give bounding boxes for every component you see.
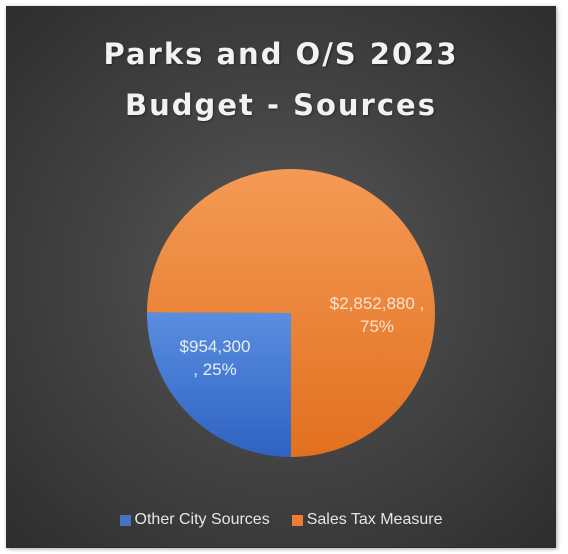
chart-area: Parks and O/S 2023 Budget - Sources $954… [6,6,556,548]
legend-item-other-city-sources: Other City Sources [119,511,270,529]
legend-label-sales-tax-measure: Sales Tax Measure [306,511,443,528]
legend-label-other-city-sources: Other City Sources [134,511,270,528]
legend-item-sales-tax-measure: Sales Tax Measure [291,511,443,529]
data-label-sales-tax-measure: $2,852,880 , 75% [330,294,425,336]
chart-title-line-2: Budget - Sources [125,88,437,122]
data-label-other-city-sources: $954,300, 25% [180,337,251,379]
chart-legend: Other City Sources Sales Tax Measure [7,511,555,529]
legend-swatch-other-city-sources [119,514,131,526]
pie-slice-sales-tax-measure [147,169,436,458]
pie-chart: $954,300, 25% $2,852,880 , 75% [147,169,436,458]
legend-swatch-sales-tax-measure [291,514,303,526]
pie-slice-other-city-sources [147,312,291,457]
chart-title-line-1: Parks and O/S 2023 [103,37,459,71]
